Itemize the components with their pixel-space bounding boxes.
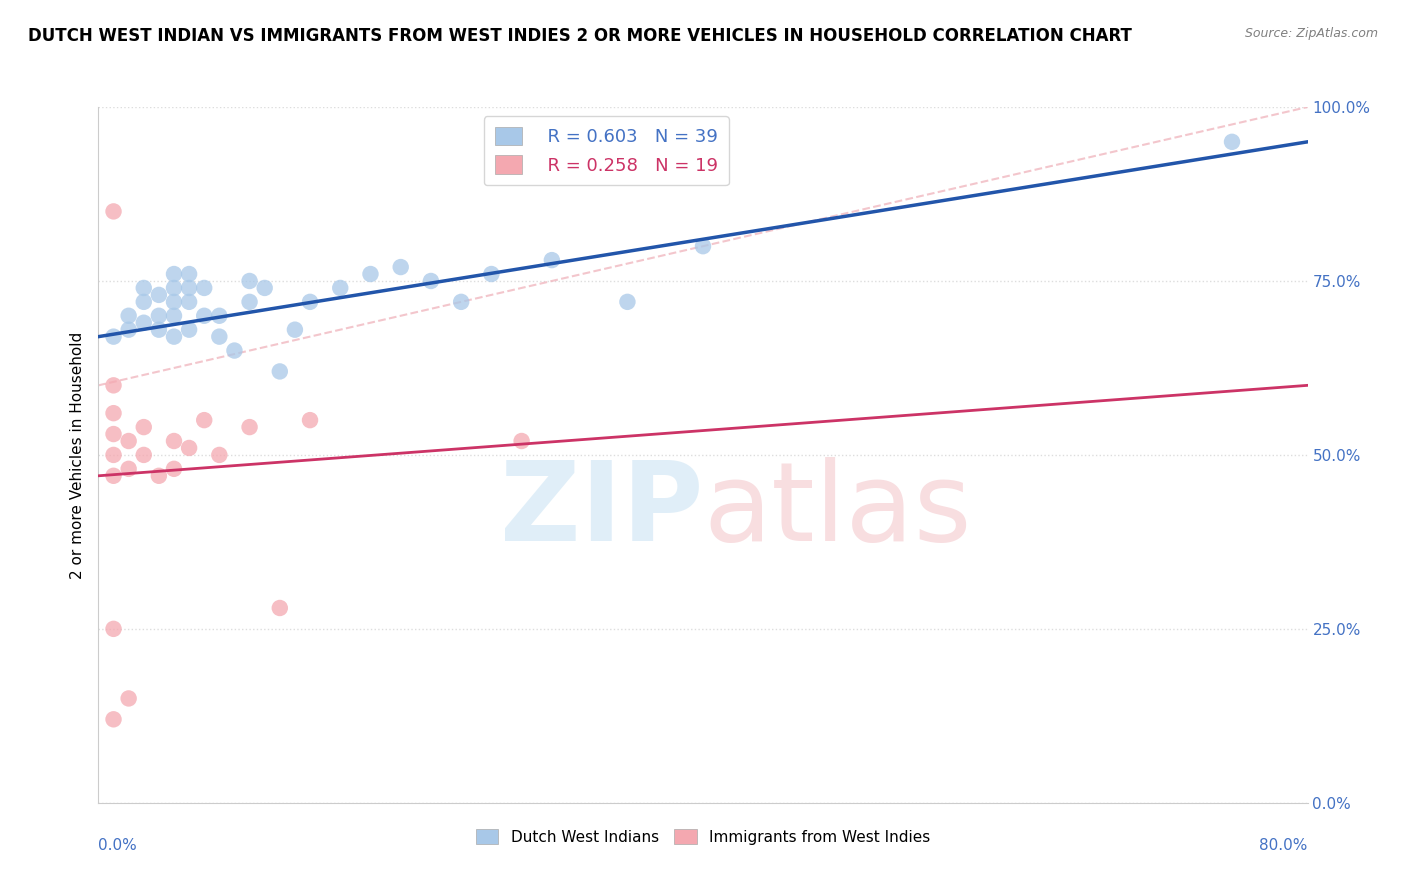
Text: ZIP: ZIP: [499, 457, 703, 564]
Point: [1220, 135, 1243, 149]
Point: [208, 448, 231, 462]
Point: [360, 267, 382, 281]
Point: [481, 267, 503, 281]
Text: DUTCH WEST INDIAN VS IMMIGRANTS FROM WEST INDIES 2 OR MORE VEHICLES IN HOUSEHOLD: DUTCH WEST INDIAN VS IMMIGRANTS FROM WES…: [28, 27, 1132, 45]
Point: [269, 601, 291, 615]
Point: [163, 281, 186, 295]
Point: [148, 309, 170, 323]
Point: [132, 448, 155, 462]
Point: [148, 323, 170, 337]
Point: [148, 288, 170, 302]
Point: [118, 323, 141, 337]
Point: [103, 378, 125, 392]
Point: [284, 323, 307, 337]
Point: [193, 309, 215, 323]
Point: [118, 691, 141, 706]
Point: [103, 712, 125, 726]
Point: [118, 462, 141, 476]
Point: [132, 294, 155, 309]
Point: [239, 274, 262, 288]
Point: [103, 448, 125, 462]
Point: [148, 468, 170, 483]
Point: [163, 329, 186, 343]
Point: [510, 434, 533, 448]
Point: [132, 420, 155, 434]
Point: [163, 434, 186, 448]
Point: [420, 274, 443, 288]
Text: Source: ZipAtlas.com: Source: ZipAtlas.com: [1244, 27, 1378, 40]
Point: [179, 323, 201, 337]
Point: [239, 420, 262, 434]
Point: [103, 204, 125, 219]
Point: [103, 427, 125, 442]
Point: [253, 281, 276, 295]
Point: [118, 309, 141, 323]
Point: [103, 406, 125, 420]
Point: [269, 364, 291, 378]
Point: [239, 294, 262, 309]
Point: [118, 434, 141, 448]
Point: [163, 462, 186, 476]
Point: [299, 294, 322, 309]
Point: [540, 253, 562, 268]
Point: [132, 281, 155, 295]
Point: [208, 329, 231, 343]
Point: [193, 281, 215, 295]
Point: [224, 343, 246, 358]
Point: [193, 413, 215, 427]
Point: [163, 309, 186, 323]
Point: [179, 267, 201, 281]
Point: [179, 441, 201, 455]
Point: [329, 281, 352, 295]
Text: atlas: atlas: [703, 457, 972, 564]
Point: [103, 468, 125, 483]
Point: [163, 294, 186, 309]
Point: [450, 294, 472, 309]
Point: [616, 294, 638, 309]
Point: [103, 329, 125, 343]
Point: [103, 622, 125, 636]
Point: [179, 281, 201, 295]
Point: [132, 316, 155, 330]
Legend: Dutch West Indians, Immigrants from West Indies: Dutch West Indians, Immigrants from West…: [470, 822, 936, 851]
Point: [692, 239, 714, 253]
Point: [179, 294, 201, 309]
Point: [389, 260, 412, 274]
Point: [299, 413, 322, 427]
Y-axis label: 2 or more Vehicles in Household: 2 or more Vehicles in Household: [69, 331, 84, 579]
Point: [163, 267, 186, 281]
Point: [208, 309, 231, 323]
Text: 80.0%: 80.0%: [1260, 838, 1308, 853]
Text: 0.0%: 0.0%: [98, 838, 138, 853]
